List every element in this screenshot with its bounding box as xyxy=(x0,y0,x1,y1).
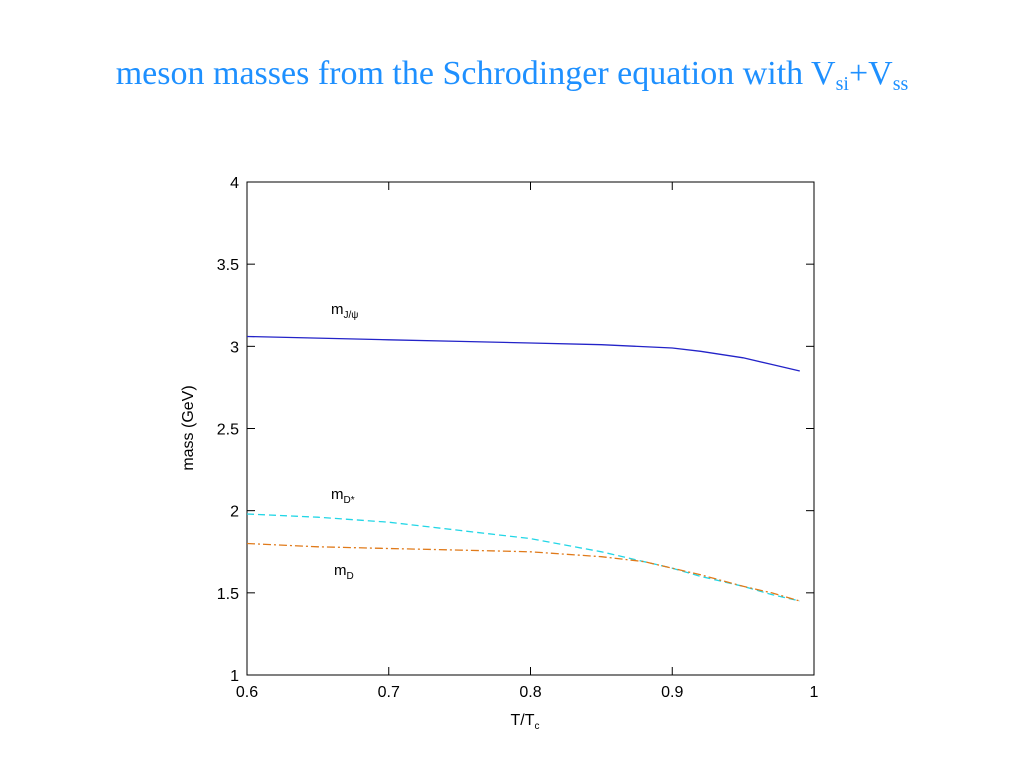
x-tick-label: 0.8 xyxy=(519,684,541,701)
plot-frame xyxy=(246,181,815,676)
title-main: meson masses from the Schrodinger equati… xyxy=(115,55,836,92)
title-mid: +V xyxy=(848,55,893,92)
y-tick-label: 2 xyxy=(230,504,239,521)
series-label-jpsi: mJ/ψ xyxy=(331,301,358,321)
series-label-dstar: mD* xyxy=(331,486,355,506)
series-line-d xyxy=(246,542,800,602)
series-label-d: mD xyxy=(334,562,354,582)
title-sub-si: si xyxy=(835,73,849,95)
y-tick-label: 1 xyxy=(230,668,239,685)
x-tick-label: 0.6 xyxy=(236,684,258,701)
series-line-jpsi xyxy=(246,335,800,372)
x-axis-label: T/Tc xyxy=(511,712,540,732)
series-line-dstar xyxy=(246,513,800,602)
y-tick-label: 4 xyxy=(230,175,239,192)
title-sub-ss: ss xyxy=(892,73,909,95)
tick-marks xyxy=(246,181,815,676)
y-tick-label: 3.5 xyxy=(217,257,239,274)
y-tick-label: 1.5 xyxy=(217,586,239,603)
y-tick-label: 2.5 xyxy=(217,422,239,439)
x-tick-label: 0.9 xyxy=(661,684,683,701)
series-lines xyxy=(246,335,800,602)
slide-title: meson masses from the Schrodinger equati… xyxy=(0,52,1024,96)
y-tick-label: 3 xyxy=(230,339,239,356)
tick-labels: 0.6 0.7 0.8 0.9 1 1 1.5 2 2.5 3 3.5 4 xyxy=(217,175,819,701)
y-axis-label: mass (GeV) xyxy=(180,385,197,470)
x-tick-label: 1 xyxy=(810,684,819,701)
x-tick-label: 0.7 xyxy=(378,684,400,701)
